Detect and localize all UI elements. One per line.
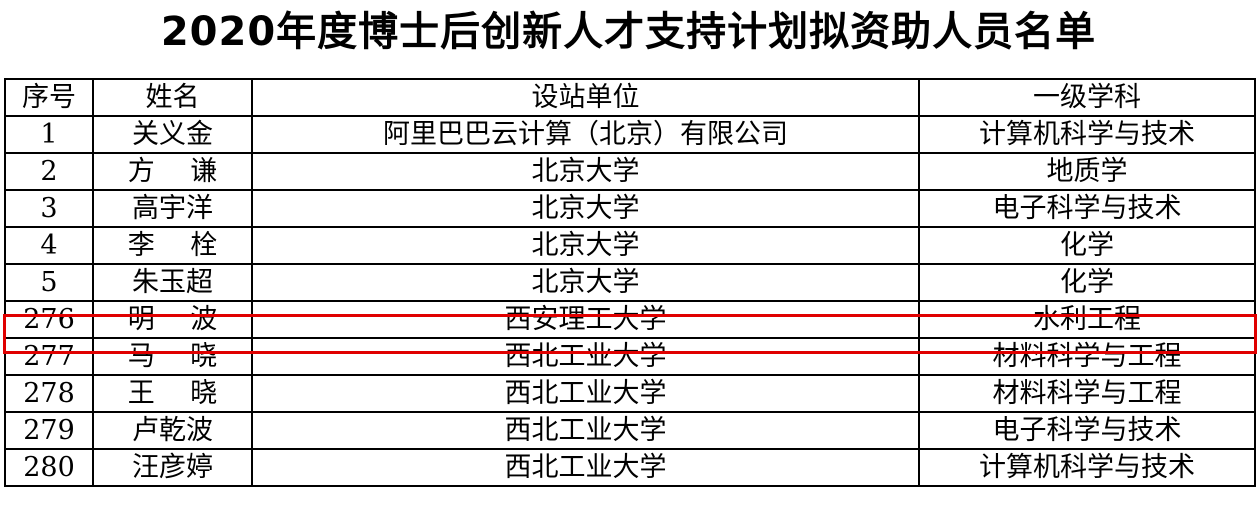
- cell-discipline: 化学: [918, 226, 1256, 265]
- cell-institution: 阿里巴巴云计算（北京）有限公司: [251, 115, 920, 154]
- cell-index: 278: [4, 374, 94, 413]
- cell-name: 关义金: [92, 115, 253, 154]
- cell-name: 卢乾波: [92, 411, 253, 450]
- cell-name: 方 谦: [92, 152, 253, 191]
- cell-name: 汪彦婷: [92, 448, 253, 487]
- table-row: 279 卢乾波 西北工业大学 电子科学与技术: [4, 411, 1256, 450]
- cell-discipline: 计算机科学与技术: [918, 448, 1256, 487]
- header-name: 姓名: [92, 78, 253, 117]
- cell-name: 朱玉超: [92, 263, 253, 302]
- cell-name: 王 晓: [92, 374, 253, 413]
- cell-institution: 北京大学: [251, 152, 920, 191]
- cell-index: 4: [4, 226, 94, 265]
- cell-institution: 北京大学: [251, 189, 920, 228]
- cell-discipline: 地质学: [918, 152, 1256, 191]
- table-row: 1 关义金 阿里巴巴云计算（北京）有限公司 计算机科学与技术: [4, 115, 1256, 154]
- cell-institution: 西安理工大学: [251, 300, 920, 339]
- cell-institution: 北京大学: [251, 263, 920, 302]
- cell-discipline: 电子科学与技术: [918, 411, 1256, 450]
- cell-name: 李 栓: [92, 226, 253, 265]
- cell-index: 5: [4, 263, 94, 302]
- cell-discipline: 水利工程: [918, 300, 1256, 339]
- page-title: 2020年度博士后创新人才支持计划拟资助人员名单: [160, 9, 1097, 55]
- cell-institution: 西北工业大学: [251, 337, 920, 376]
- cell-index: 280: [4, 448, 94, 487]
- cell-discipline: 化学: [918, 263, 1256, 302]
- cell-discipline: 材料科学与工程: [918, 337, 1256, 376]
- table-header-row: 序号 姓名 设站单位 一级学科: [4, 78, 1256, 117]
- cell-institution: 西北工业大学: [251, 411, 920, 450]
- cell-discipline: 材料科学与工程: [918, 374, 1256, 413]
- table-row: 278 王 晓西北工业大学 材料科学与工程: [4, 374, 1256, 413]
- funding-list-table: 序号 姓名 设站单位 一级学科 1 关义金 阿里巴巴云计算（北京）有限公司 计算机科学…: [4, 78, 1256, 487]
- cell-institution: 西北工业大学: [251, 448, 920, 487]
- cell-index: 3: [4, 189, 94, 228]
- cell-index: 1: [4, 115, 94, 154]
- header-index: 序号: [4, 78, 94, 117]
- table-row: 280 汪彦婷 西北工业大学 计算机科学与技术: [4, 448, 1256, 487]
- cell-index: 2: [4, 152, 94, 191]
- cell-discipline: 计算机科学与技术: [918, 115, 1256, 154]
- header-discipline: 一级学科: [918, 78, 1256, 117]
- cell-name: 明 波: [92, 300, 253, 339]
- table-row: 3 高宇洋 北京大学 电子科学与技术: [4, 189, 1256, 228]
- table-row: 276 明 波西安理工大学 水利工程: [4, 300, 1256, 339]
- cell-index: 279: [4, 411, 94, 450]
- cell-institution: 西北工业大学: [251, 374, 920, 413]
- cell-institution: 北京大学: [251, 226, 920, 265]
- cell-index: 277: [4, 337, 94, 376]
- cell-discipline: 电子科学与技术: [918, 189, 1256, 228]
- table-row: 277 马 晓西北工业大学 材料科学与工程: [4, 337, 1256, 376]
- header-institution: 设站单位: [251, 78, 920, 117]
- cell-index: 276: [4, 300, 94, 339]
- table-row: 5 朱玉超 北京大学 化学: [4, 263, 1256, 302]
- cell-name: 马 晓: [92, 337, 253, 376]
- cell-name: 高宇洋: [92, 189, 253, 228]
